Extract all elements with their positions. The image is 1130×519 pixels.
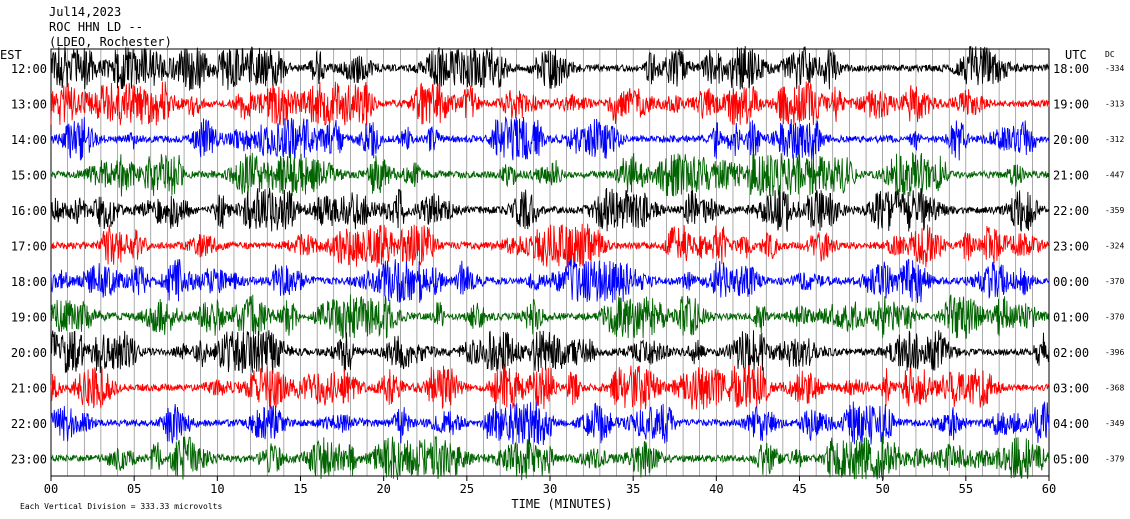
x-tick-label: 50 [875,482,889,496]
est-axis-title: EST [0,48,22,62]
trace-2200 [50,400,1050,446]
x-tick-label: 25 [460,482,474,496]
trace-1300 [50,81,1050,126]
dc-axis-title: DC [1105,50,1115,59]
grid-lines [67,49,1033,476]
trace-2000 [50,330,1050,374]
est-label: 21:00 [11,382,47,396]
x-tick-label: 40 [709,482,723,496]
utc-label: 01:00 [1053,311,1089,325]
est-label: 14:00 [11,133,47,147]
trace-2300 [50,435,1050,481]
est-label: 23:00 [11,453,47,467]
est-label: 22:00 [11,417,47,431]
station-label: ROC HHN LD -- [49,20,143,34]
utc-label: 04:00 [1053,417,1089,431]
dc-value: -370 [1105,277,1124,286]
network-label: (LDEO, Rochester) [49,35,172,49]
dc-value: -359 [1105,206,1124,215]
utc-label: 05:00 [1053,453,1089,467]
utc-label: 03:00 [1053,382,1089,396]
dc-value: -324 [1105,242,1124,251]
dc-value: -447 [1105,171,1124,180]
est-label: 17:00 [11,240,47,254]
dc-value: -368 [1105,384,1124,393]
trace-1900 [50,294,1049,340]
trace-1200 [50,45,1050,92]
x-tick-label: 30 [543,482,557,496]
utc-label: 19:00 [1053,98,1089,112]
est-label: 15:00 [11,169,47,183]
utc-axis-title: UTC [1065,48,1087,62]
utc-label: 20:00 [1053,133,1089,147]
trace-1600 [50,187,1050,232]
est-label: 20:00 [11,346,47,360]
x-tick-label: 45 [792,482,806,496]
x-axis-title: TIME (MINUTES) [511,497,612,511]
utc-label: 21:00 [1053,169,1089,183]
x-tick-label: 05 [127,482,141,496]
trace-2100 [50,364,1050,410]
est-label: 19:00 [11,311,47,325]
trace-1400 [50,116,1050,161]
date-label: Jul14,2023 [49,5,122,19]
est-label: 18:00 [11,275,47,289]
dc-value: -379 [1105,455,1124,464]
trace-1800 [50,258,1050,303]
utc-label: 18:00 [1053,62,1089,76]
x-tick-label: 60 [1042,482,1056,496]
dc-value: -396 [1105,348,1124,357]
dc-value: -370 [1105,313,1124,322]
trace-1500 [50,151,1050,197]
utc-label: 00:00 [1053,275,1089,289]
x-tick-label: 35 [626,482,640,496]
x-tick-label: 20 [376,482,390,496]
x-tick-label: 55 [959,482,973,496]
dc-value: -334 [1105,64,1124,73]
x-tick-label: 00 [44,482,58,496]
x-tick-label: 15 [293,482,307,496]
est-label: 13:00 [11,98,47,112]
utc-label: 22:00 [1053,204,1089,218]
dc-value: -313 [1105,100,1124,109]
est-label: 16:00 [11,204,47,218]
trace-1700 [50,223,1050,268]
x-tick-label: 10 [210,482,224,496]
dc-value: -312 [1105,135,1124,144]
utc-label: 23:00 [1053,240,1089,254]
dc-value: -349 [1105,419,1124,428]
est-label: 12:00 [11,62,47,76]
footnote: Each Vertical Division = 333.33 microvol… [20,502,222,511]
utc-label: 02:00 [1053,346,1089,360]
